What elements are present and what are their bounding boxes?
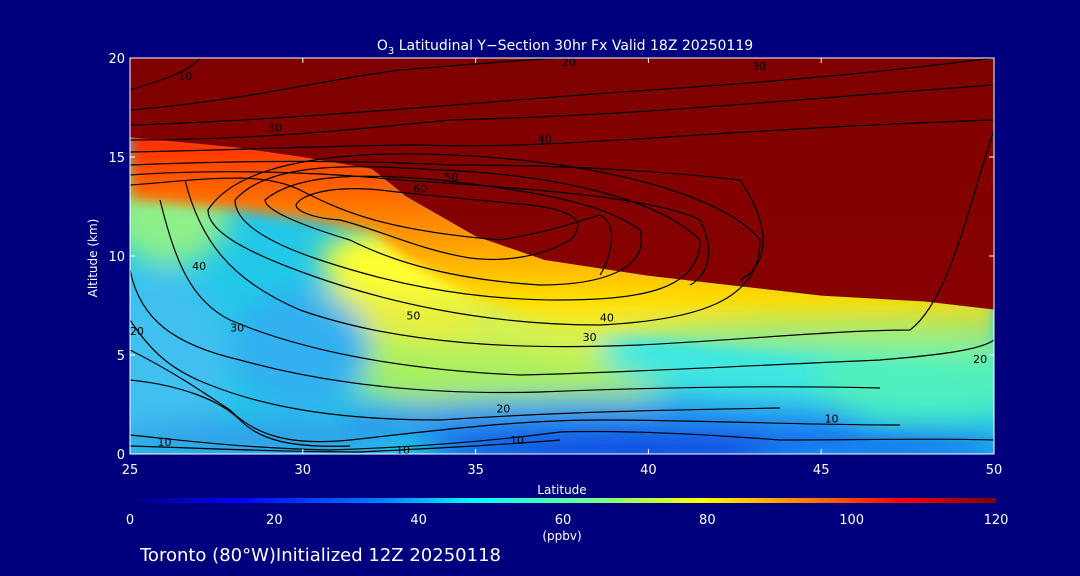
x-tick-label: 40 [640, 463, 657, 478]
colorbar [130, 498, 996, 503]
colorbar-unit: (ppbv) [542, 529, 581, 543]
contour-lines [130, 58, 994, 453]
contour-label: 20 [973, 353, 987, 366]
contour-label: 30 [268, 121, 282, 134]
contour-label: 40 [192, 260, 206, 273]
x-axis-label: Latitude [537, 483, 586, 497]
contour-label: 20 [562, 56, 576, 69]
x-tick-label: 50 [986, 463, 1003, 478]
contour-label: 30 [230, 321, 244, 334]
contour-label: 10 [510, 434, 524, 447]
colorbar-tick-label: 100 [839, 513, 864, 528]
transition-band [130, 129, 994, 372]
contour-label: 60 [413, 183, 427, 196]
ozone-color-field [130, 155, 994, 454]
colorbar-ticks: 0 20 40 60 80 100 120 [126, 513, 1009, 528]
y-tick-label: 0 [117, 448, 125, 463]
chart-title: O3 Latitudinal Y−Section 30hr Fx Valid 1… [377, 38, 753, 57]
colorbar-tick-label: 20 [266, 513, 283, 528]
contour-label: 40 [538, 133, 552, 146]
x-tick-label: 25 [122, 463, 139, 478]
y-tick-label: 10 [108, 250, 125, 265]
y-axis-label: Altitude (km) [86, 219, 100, 298]
y-tick-label: 5 [117, 349, 125, 364]
contour-label: 10 [158, 436, 172, 449]
colorbar-tick-label: 80 [699, 513, 716, 528]
contour-label: 20 [130, 325, 144, 338]
contour-label: 10 [178, 70, 192, 83]
contour-label: 20 [496, 402, 510, 415]
contour-label: 50 [444, 171, 458, 184]
y-tick-label: 20 [108, 52, 125, 67]
colorbar-tick-label: 120 [984, 513, 1009, 528]
x-axis: 25 30 35 40 45 50 [122, 58, 1003, 478]
contour-label: 30 [583, 331, 597, 344]
contour-label: 40 [600, 311, 614, 324]
y-tick-label: 15 [108, 151, 125, 166]
x-tick-label: 35 [467, 463, 484, 478]
footer-caption: Toronto (80°W)Initialized 12Z 20250118 [139, 545, 501, 566]
colorbar-tick-label: 60 [555, 513, 572, 528]
colorbar-tick-label: 0 [126, 513, 134, 528]
y-axis: 0 5 10 15 20 [108, 52, 994, 463]
x-tick-label: 45 [813, 463, 830, 478]
contour-label: 50 [406, 309, 420, 322]
x-tick-label: 30 [295, 463, 312, 478]
colorbar-tick-label: 40 [410, 513, 427, 528]
contour-label: 10 [825, 412, 839, 425]
contour-label: 10 [396, 444, 410, 457]
contour-label: 30 [752, 60, 766, 73]
